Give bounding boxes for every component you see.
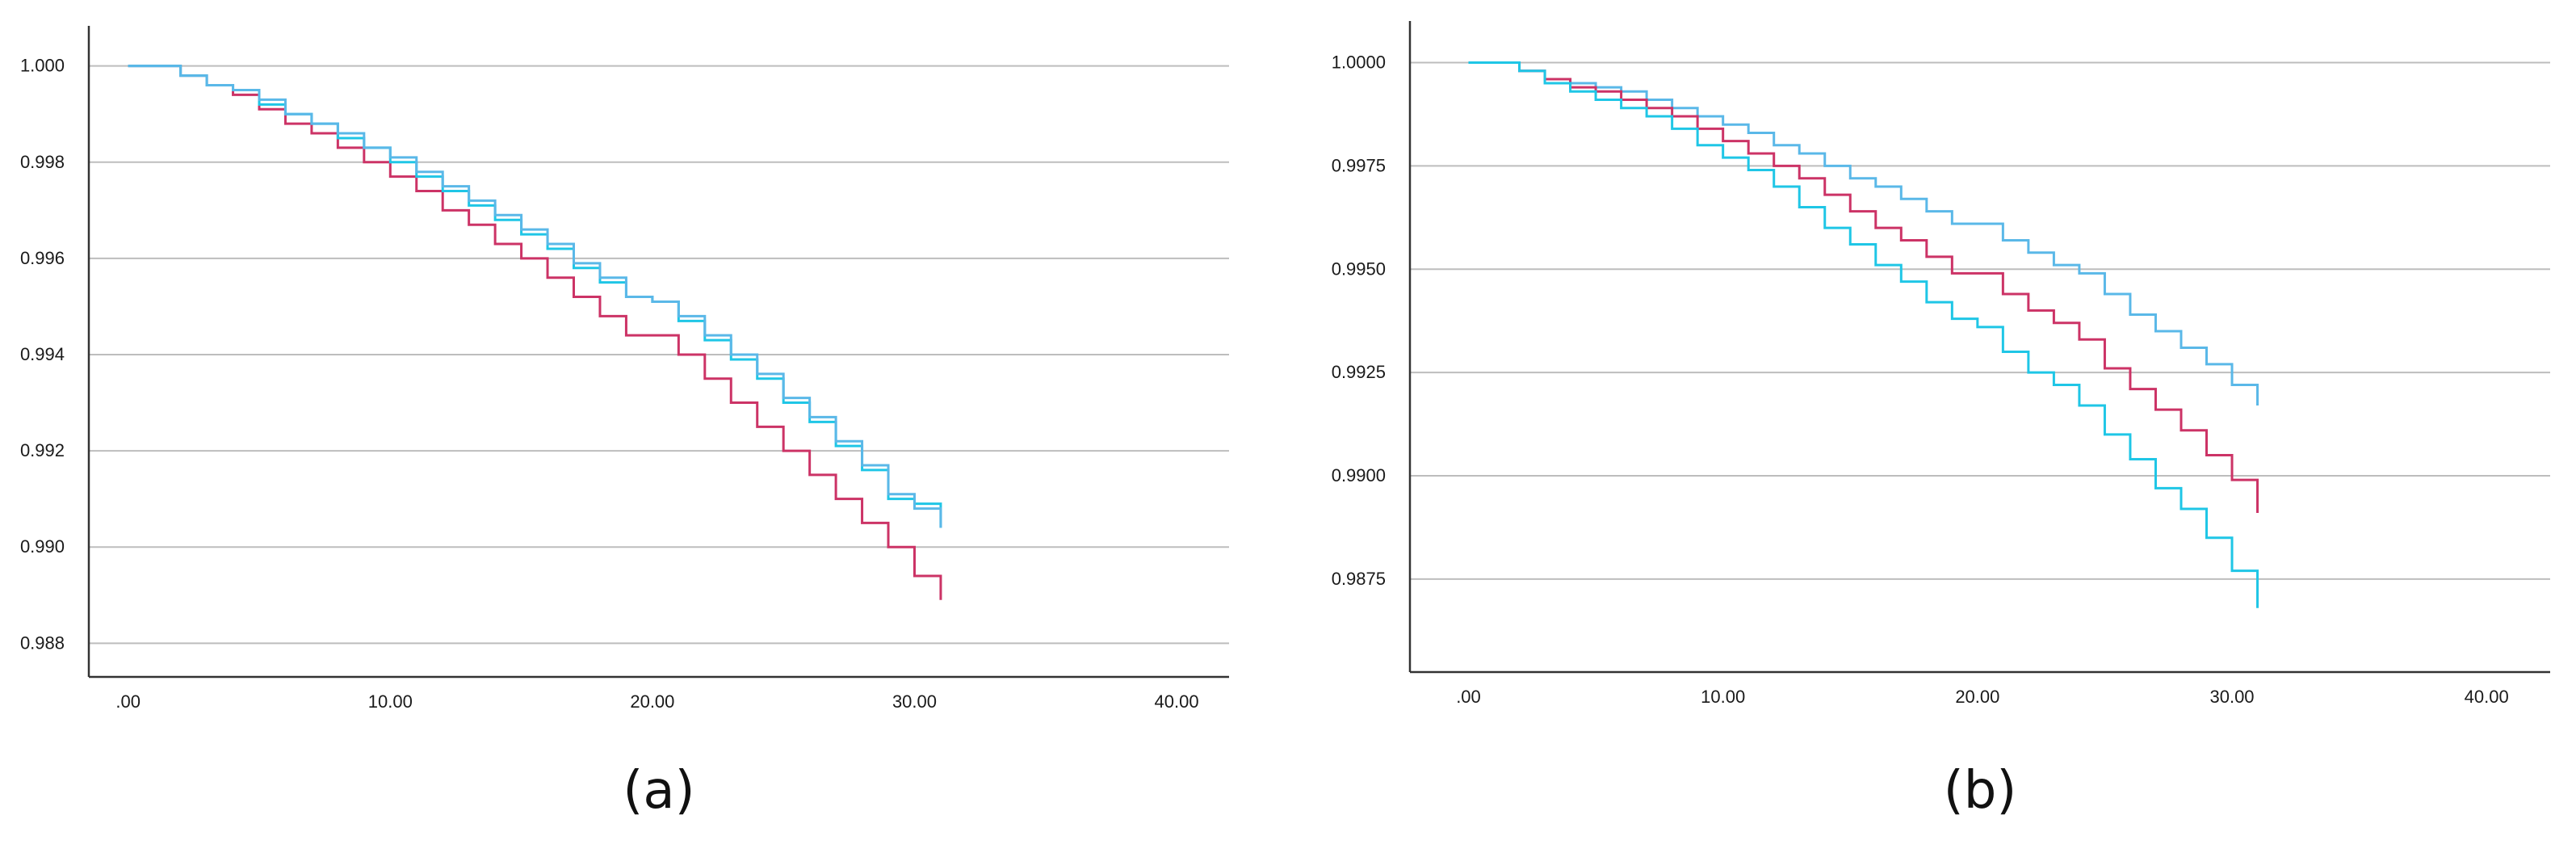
chart-panel-a: 0.988 0.990 0.992 0.994 0.996 0.998 1.000 .00 10… [20,26,1229,821]
panel-label: (b) [1944,761,2017,821]
x-tick-label: 40.00 [2465,687,2509,707]
chart-panel-b: 0.9875 0.9900 0.9925 0.9950 0.9975 1.0000 .00 1… [1332,21,2550,821]
series-line-3 [128,65,942,528]
y-tick-label: 0.998 [20,152,65,172]
x-tick-label: 20.00 [1955,687,1999,707]
y-tick-label: 0.9900 [1332,465,1386,485]
x-tick-label: 40.00 [1155,691,1199,712]
y-tick-label: 0.988 [20,632,65,653]
y-tick-label: 0.9975 [1332,155,1386,175]
y-tick-label: 0.994 [20,344,65,364]
x-tick-label: 20.00 [630,691,674,712]
x-tick-label: 10.00 [368,691,413,712]
y-tick-label: 0.992 [20,440,65,460]
y-tick-label: 0.9925 [1332,362,1386,382]
x-tick-label: .00 [115,691,141,712]
series-line-1 [1468,61,2259,406]
x-tick-label: 10.00 [1701,687,1745,707]
series-line-3 [1468,61,2259,608]
y-tick-label: 0.9950 [1332,258,1386,279]
panel-label: (a) [623,761,694,821]
y-tick-label: 1.0000 [1332,52,1386,72]
y-tick-label: 0.9875 [1332,569,1386,589]
x-tick-label: 30.00 [892,691,937,712]
y-tick-label: 0.996 [20,248,65,268]
x-tick-label: .00 [1456,687,1481,707]
series-line-2 [1468,61,2259,514]
x-tick-label: 30.00 [2209,687,2254,707]
y-tick-label: 1.000 [20,56,65,76]
y-tick-label: 0.990 [20,536,65,557]
